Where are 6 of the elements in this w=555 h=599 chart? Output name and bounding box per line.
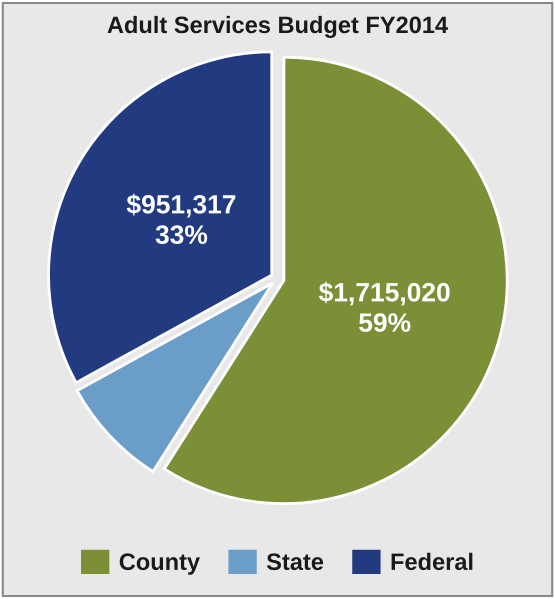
data-label: $951,317 33% <box>126 194 236 244</box>
legend-label: County <box>120 553 200 575</box>
legend-label: Federal <box>392 552 472 570</box>
legend-label: State <box>266 553 324 570</box>
chart-title: Adult Services Budget FY2014 <box>108 16 448 38</box>
data-label: $1,715,020 59% <box>318 282 450 332</box>
